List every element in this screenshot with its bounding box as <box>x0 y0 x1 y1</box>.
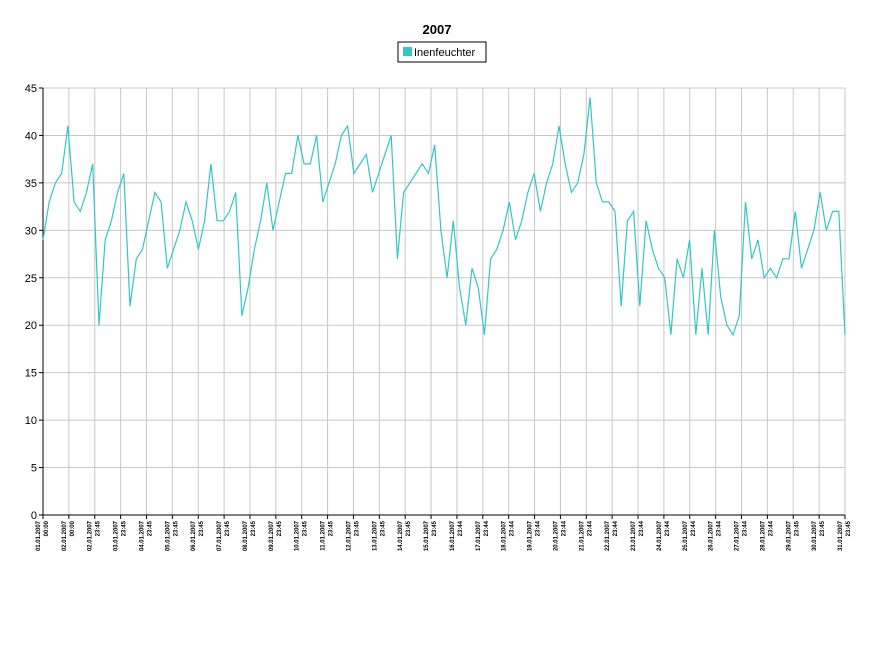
x-tick-label: 14.01.2007 <box>398 520 404 551</box>
x-tick-label: 24.01.2007 <box>657 520 663 551</box>
x-tick-label: 26.01.2007 <box>709 520 715 551</box>
x-tick-label: 23:44 <box>484 520 490 536</box>
x-tick-label: 23:44 <box>768 520 774 536</box>
x-tick-label: 07.01.2007 <box>217 520 223 551</box>
chart-title: 2007 <box>423 22 452 37</box>
x-tick-label: 01.01.2007 <box>36 520 42 551</box>
x-tick-label: 23:45 <box>406 520 412 536</box>
y-tick-label: 40 <box>25 130 37 142</box>
y-tick-label: 35 <box>25 178 37 190</box>
legend-label: Inenfeuchter <box>414 47 475 59</box>
legend: Inenfeuchter <box>397 41 487 63</box>
x-tick-label: 02.01.2007 <box>62 520 68 551</box>
x-tick-label: 31.01.2007 <box>838 520 844 551</box>
x-tick-label: 04.01.2007 <box>139 520 145 551</box>
x-tick-label: 23:45 <box>303 520 309 536</box>
legend-box <box>397 41 487 63</box>
x-tick-label: 30.01.2007 <box>812 520 818 551</box>
x-tick-label: 25.01.2007 <box>683 520 689 551</box>
x-tick-label: 16.01.2007 <box>450 520 456 551</box>
x-tick-label: 23:44 <box>587 520 593 536</box>
x-tick-label: 09.01.2007 <box>269 520 275 551</box>
y-tick-label: 45 <box>25 83 37 95</box>
x-tick-label: 23:44 <box>510 520 516 536</box>
x-tick-label: 08.01.2007 <box>243 520 249 551</box>
data-line <box>42 97 846 337</box>
legend-swatch <box>403 47 412 56</box>
x-tick-label: 23:44 <box>639 520 645 536</box>
x-tick-label: 23:45 <box>122 520 128 536</box>
x-tick-label: 03.01.2007 <box>114 520 120 551</box>
x-tick-label: 23:45 <box>199 520 205 536</box>
x-tick-label: 23:44 <box>536 520 542 536</box>
x-tick-label: 23:45 <box>329 520 335 536</box>
x-tick-label: 28.01.2007 <box>760 520 766 551</box>
y-tick-label: 15 <box>25 368 37 380</box>
x-tick-label: 23:45 <box>820 520 826 536</box>
x-tick-label: 23:44 <box>665 520 671 536</box>
x-tick-label: 23:44 <box>717 520 723 536</box>
y-tick-label: 25 <box>25 273 37 285</box>
x-tick-label: 10.01.2007 <box>295 520 301 551</box>
x-tick-label: 23:44 <box>691 520 697 536</box>
x-tick-label: 12.01.2007 <box>346 520 352 551</box>
x-tick-label: 00:00 <box>70 520 76 536</box>
x-tick-label: 23:44 <box>743 520 749 536</box>
x-tick-label: 27.01.2007 <box>735 520 741 551</box>
x-tick-label: 23:45 <box>277 520 283 536</box>
x-tick-label: 22.01.2007 <box>605 520 611 551</box>
x-tick-label: 23.01.2007 <box>631 520 637 551</box>
x-tick-label: 23:45 <box>173 520 179 536</box>
x-tick-label: 23:45 <box>846 520 852 536</box>
x-tick-label: 23:45 <box>354 520 360 536</box>
x-tick-label: 18.01.2007 <box>502 520 508 551</box>
x-tick-label: 29.01.2007 <box>786 520 792 551</box>
x-tick-label: 15.01.2007 <box>424 520 430 551</box>
y-tick-label: 10 <box>25 415 37 427</box>
x-tick-label: 13.01.2007 <box>372 520 378 551</box>
x-tick-label: 23:45 <box>432 520 438 536</box>
x-tick-label: 19.01.2007 <box>528 520 534 551</box>
x-tick-label: 23:45 <box>794 520 800 536</box>
y-tick-label: 0 <box>31 510 37 522</box>
x-tick-label: 23:45 <box>380 520 386 536</box>
x-tick-label: 00:00 <box>44 520 50 536</box>
x-tick-label: 06.01.2007 <box>191 520 197 551</box>
x-tick-label: 23:45 <box>225 520 231 536</box>
x-tick-label: 02.01.2007 <box>88 520 94 551</box>
x-tick-label: 17.01.2007 <box>476 520 482 551</box>
y-tick-label: 30 <box>25 225 37 237</box>
x-tick-label: 05.01.2007 <box>165 520 171 551</box>
x-tick-label: 23:45 <box>147 520 153 536</box>
y-tick-label: 20 <box>25 320 37 332</box>
x-tick-label: 20.01.2007 <box>553 520 559 551</box>
x-tick-label: 23:45 <box>251 520 257 536</box>
x-tick-label: 23:44 <box>458 520 464 536</box>
x-tick-label: 23:44 <box>613 520 619 536</box>
x-tick-label: 23:45 <box>96 520 102 536</box>
x-tick-label: 11.01.2007 <box>321 520 327 550</box>
y-tick-label: 5 <box>31 463 37 475</box>
x-tick-label: 21.01.2007 <box>579 520 585 551</box>
x-tick-label: 23:44 <box>561 520 567 536</box>
